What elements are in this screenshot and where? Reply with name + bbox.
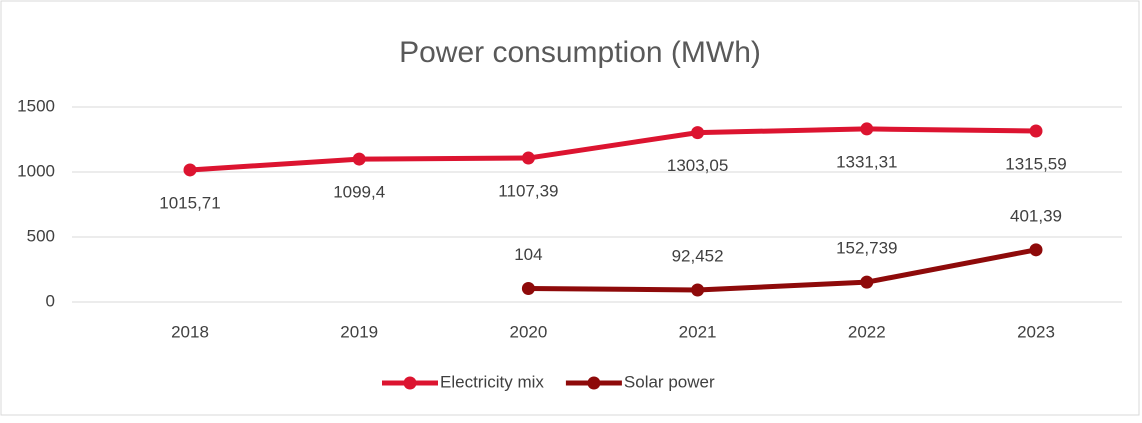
legend-marker	[403, 376, 417, 390]
x-tick-label: 2022	[848, 322, 886, 341]
data-label: 401,39	[1010, 206, 1062, 225]
x-tick-label: 2020	[509, 322, 547, 341]
data-label: 1099,4	[333, 183, 385, 202]
data-label: 1315,59	[1005, 154, 1066, 173]
data-label: 1015,71	[159, 193, 220, 212]
point-marker	[1029, 243, 1043, 257]
y-tick-label: 1500	[17, 96, 55, 115]
point-marker	[691, 283, 705, 297]
y-tick-label: 0	[46, 291, 55, 310]
series-line	[525, 247, 1039, 293]
legend-label: Electricity mix	[440, 372, 544, 391]
x-tick-label: 2018	[171, 322, 209, 341]
data-label: 104	[514, 245, 542, 264]
point-marker	[521, 281, 535, 295]
point-marker	[860, 122, 874, 136]
point-marker	[691, 126, 705, 140]
data-label: 1303,05	[667, 156, 728, 175]
data-label: 1331,31	[836, 152, 897, 171]
y-tick-label: 1000	[17, 161, 55, 180]
data-label: 1107,39	[498, 182, 558, 201]
point-marker	[1029, 124, 1043, 138]
data-label: 152,739	[836, 239, 897, 258]
series-line	[187, 126, 1039, 173]
x-tick-label: 2021	[679, 322, 717, 341]
point-marker	[183, 163, 197, 177]
data-label: 92,452	[672, 246, 724, 265]
x-tick-label: 2019	[340, 322, 378, 341]
point-marker	[352, 152, 366, 166]
chart-title: Power consumption (MWh)	[399, 36, 761, 69]
y-tick-label: 500	[27, 226, 55, 245]
point-marker	[521, 151, 535, 165]
x-tick-label: 2023	[1017, 322, 1055, 341]
point-marker	[860, 275, 874, 289]
legend-label: Solar power	[624, 372, 715, 391]
legend-marker	[587, 376, 601, 390]
